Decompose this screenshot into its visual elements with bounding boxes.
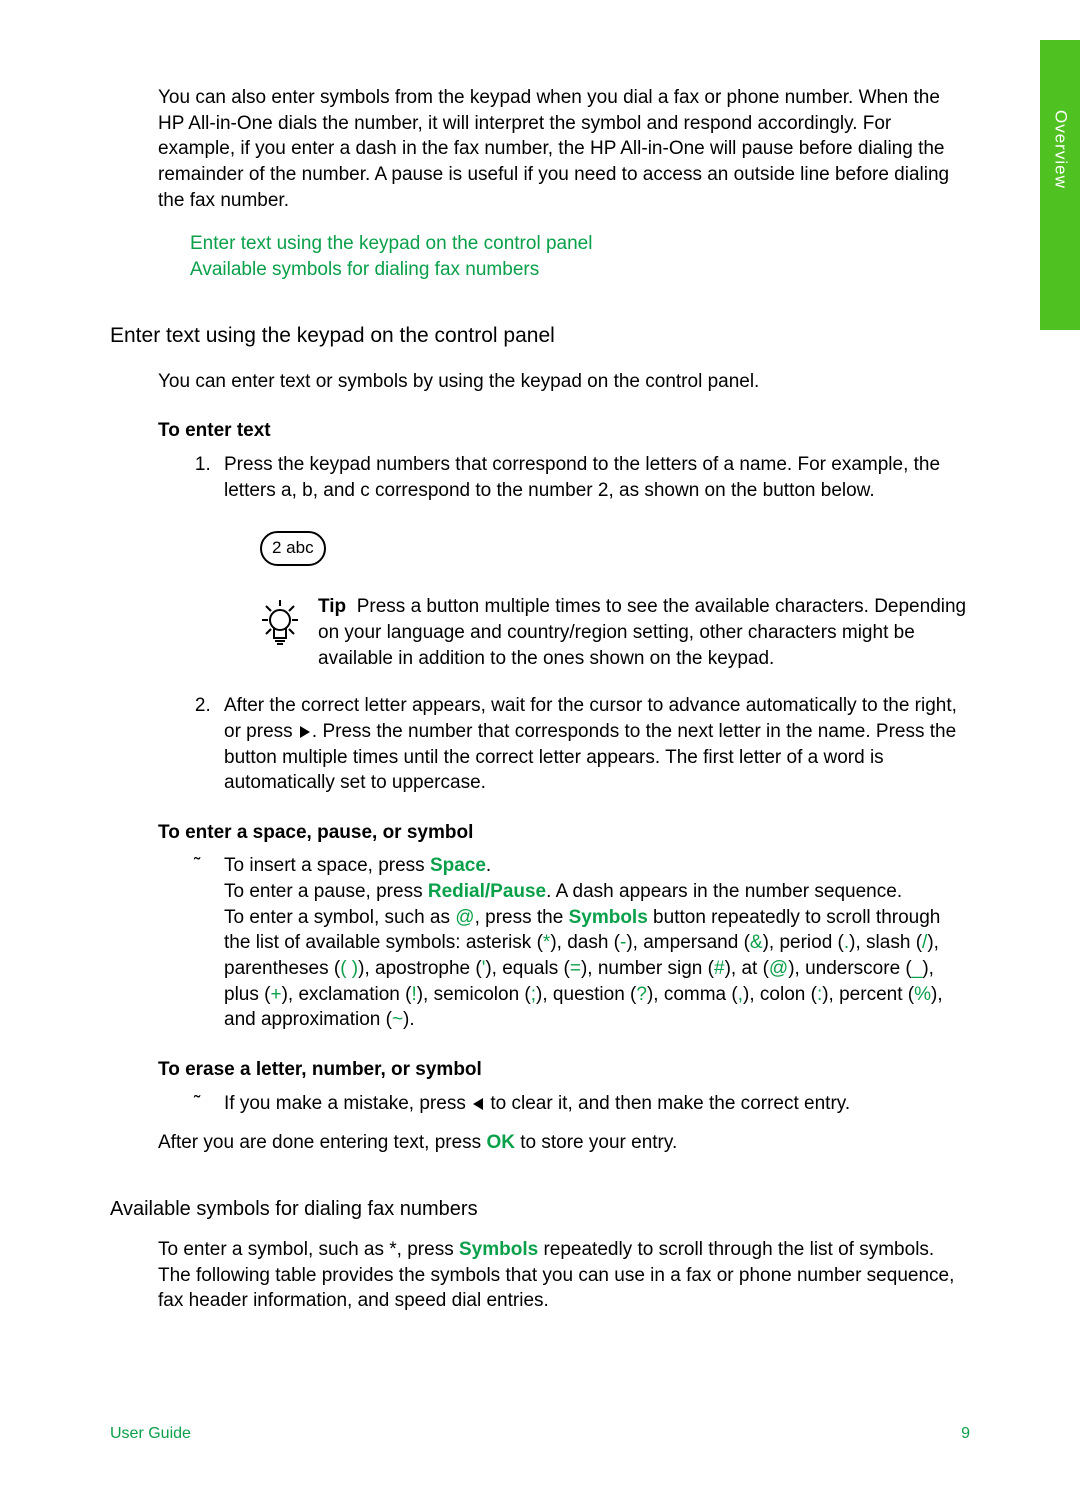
t17: ), question (	[536, 984, 636, 1005]
tip-text: Tip Press a button multiple times to see…	[318, 594, 970, 671]
s-par: ( )	[340, 958, 358, 979]
t-sym-b: , press the	[475, 907, 569, 928]
after-done-text: After you are done entering text, press …	[158, 1130, 970, 1156]
t-sym-a: To enter a symbol, such as	[224, 907, 455, 928]
bullet-icon: ˜	[194, 1091, 206, 1117]
t-pause-a: To enter a pause, press	[224, 881, 428, 902]
step-1-text: Press the keypad numbers that correspond…	[224, 454, 940, 501]
s-amp: &	[750, 932, 763, 953]
step-1: Press the keypad numbers that correspond…	[216, 452, 970, 671]
page-content: You can also enter symbols from the keyp…	[0, 0, 1080, 1495]
tip-block: Tip Press a button multiple times to see…	[260, 594, 970, 671]
sym-at: @	[455, 907, 474, 928]
s-pl: +	[270, 984, 281, 1005]
subtitle-to-enter-text: To enter text	[158, 418, 970, 444]
link-enter-text[interactable]: Enter text using the keypad on the contr…	[190, 231, 970, 257]
bullet-erase: ˜ If you make a mistake, press to clear …	[194, 1091, 970, 1117]
paragraph-enter-text: You can enter text or symbols by using t…	[158, 369, 970, 395]
t10: ), equals (	[485, 958, 569, 979]
btn-symbols: Symbols	[569, 907, 648, 928]
footer-page-number: 9	[961, 1423, 970, 1445]
btn-space: Space	[430, 855, 486, 876]
t5: ), ampersand (	[626, 932, 750, 953]
link-available-symbols[interactable]: Available symbols for dialing fax number…	[190, 257, 970, 283]
s-at2: @	[769, 958, 788, 979]
heading-enter-text: Enter text using the keypad on the contr…	[110, 322, 970, 350]
bullet-content: To insert a space, press Space. To enter…	[224, 853, 970, 1032]
t4: ), dash (	[550, 932, 620, 953]
bullet-icon: ˜	[194, 853, 206, 1032]
footer-left: User Guide	[110, 1423, 191, 1445]
s-us: _	[912, 958, 923, 979]
btn-ok: OK	[486, 1132, 515, 1153]
btn-symbols-2: Symbols	[459, 1239, 538, 1260]
heading-available-symbols: Available symbols for dialing fax number…	[110, 1196, 970, 1223]
left-arrow-icon	[471, 1097, 485, 1111]
p2a: To enter a symbol, such as *, press	[158, 1239, 459, 1260]
t15: ), exclamation (	[282, 984, 412, 1005]
lightbulb-icon	[260, 594, 304, 658]
tip-body: Press a button multiple times to see the…	[318, 596, 966, 668]
s-eq: =	[570, 958, 581, 979]
page-footer: User Guide 9	[110, 1423, 970, 1445]
section-to-enter-text: To enter text Press the keypad numbers t…	[158, 418, 970, 795]
s-ns: #	[714, 958, 725, 979]
t19: ), colon (	[743, 984, 817, 1005]
t20: ), percent (	[822, 984, 914, 1005]
t-space-b: .	[486, 855, 491, 876]
after-a: After you are done entering text, press	[158, 1132, 486, 1153]
subtitle-erase: To erase a letter, number, or symbol	[158, 1057, 970, 1083]
t11: ), number sign (	[581, 958, 714, 979]
subtitle-space: To enter a space, pause, or symbol	[158, 820, 970, 846]
t16: ), semicolon (	[417, 984, 531, 1005]
after-b: to store your entry.	[515, 1132, 677, 1153]
right-arrow-icon	[298, 725, 312, 739]
btn-redial-pause: Redial/Pause	[428, 881, 546, 902]
step-2: After the correct letter appears, wait f…	[216, 693, 970, 796]
s-q: ?	[636, 984, 647, 1005]
erase-a: If you make a mistake, press	[224, 1093, 471, 1114]
t18: ), comma (	[647, 984, 738, 1005]
erase-b: to clear it, and then make the correct e…	[485, 1093, 850, 1114]
paragraph-available-symbols: To enter a symbol, such as *, press Symb…	[158, 1237, 970, 1314]
s-apx: ~	[392, 1009, 403, 1030]
t13: ), underscore (	[788, 958, 912, 979]
section-space-pause-symbol: To enter a space, pause, or symbol ˜ To …	[158, 820, 970, 1033]
steps-list: Press the keypad numbers that correspond…	[186, 452, 970, 796]
t12: ), at (	[725, 958, 769, 979]
step-2b: . Press the number that corresponds to t…	[224, 721, 956, 793]
t6: ), period (	[763, 932, 844, 953]
section-erase: To erase a letter, number, or symbol ˜ I…	[158, 1057, 970, 1156]
topic-links: Enter text using the keypad on the contr…	[190, 231, 970, 282]
keypad-button-2abc: 2 abc	[260, 531, 326, 566]
t9: ), apostrophe (	[358, 958, 482, 979]
t-pause-b: . A dash appears in the number sequence.	[546, 881, 902, 902]
t-space-a: To insert a space, press	[224, 855, 430, 876]
t22: ).	[403, 1009, 415, 1030]
tip-label: Tip	[318, 596, 346, 617]
t7: ), slash (	[849, 932, 922, 953]
bullet-space: ˜ To insert a space, press Space. To ent…	[194, 853, 970, 1032]
s-pc: %	[914, 984, 931, 1005]
erase-content: If you make a mistake, press to clear it…	[224, 1091, 850, 1117]
intro-paragraph: You can also enter symbols from the keyp…	[158, 85, 970, 213]
